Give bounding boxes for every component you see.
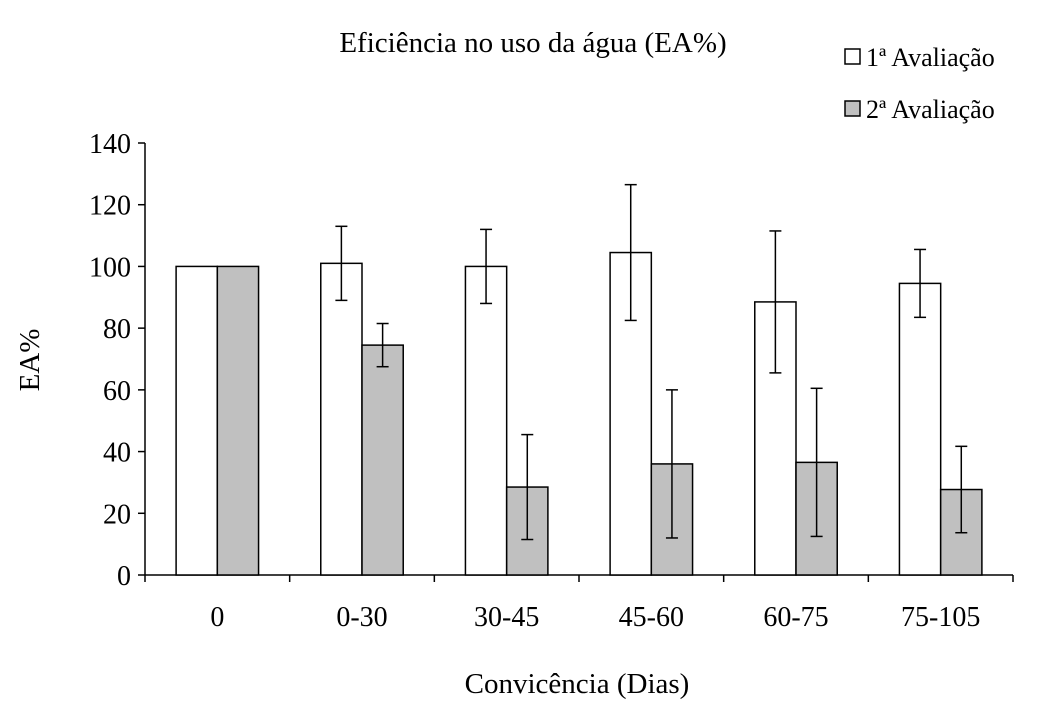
y-tick-label: 40	[103, 438, 131, 469]
plot-area: 0 20 40 60 80 100 120 140 0 0-30 30-45 45-60 60-75 75…	[89, 129, 1014, 633]
x-tick-label: 0-30	[336, 602, 387, 633]
legend-swatch-1	[844, 48, 861, 65]
bar-series-1	[898, 282, 942, 576]
x-tick-label: 60-75	[763, 602, 828, 633]
y-tick-label: 140	[89, 129, 131, 160]
y-axis-label: EA%	[14, 329, 46, 392]
x-tick-label: 0	[210, 602, 224, 633]
y-tick-label: 60	[103, 376, 131, 407]
bar-series-2	[216, 265, 260, 576]
bar-series-1	[175, 265, 219, 576]
y-tick-label: 0	[117, 561, 131, 592]
y-tick-label: 100	[89, 252, 131, 283]
bar-series-2	[361, 344, 404, 576]
y-tick-label: 80	[103, 314, 131, 345]
x-tick-label: 30-45	[474, 602, 539, 633]
legend-label-2: 2ª Avaliação	[866, 95, 995, 124]
chart-title: Eficiência no uso da água (EA%)	[339, 27, 726, 59]
legend-label-1: 1ª Avaliação	[866, 43, 995, 72]
bar-series-1	[464, 265, 508, 576]
y-tick-label: 20	[103, 499, 131, 530]
x-tick-label: 45-60	[619, 602, 684, 633]
legend-swatch-2	[844, 100, 861, 117]
x-axis-label: Convicência (Dias)	[465, 668, 690, 700]
y-tick-label: 120	[89, 191, 131, 222]
legend: 1ª Avaliação 2ª Avaliação	[844, 43, 995, 124]
bar-series-1	[320, 262, 363, 576]
x-tick-label: 75-105	[901, 602, 980, 633]
